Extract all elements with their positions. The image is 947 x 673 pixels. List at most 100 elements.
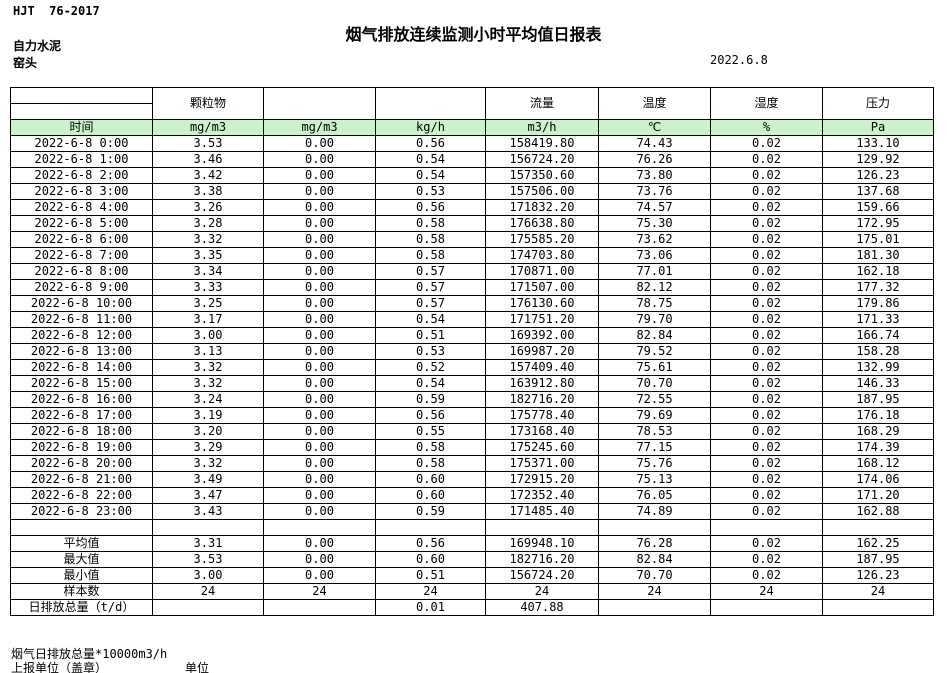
- table-row: 2022-6-8 19:00 3.29 0.00 0.58 175245.60 77.15…: [10, 439, 934, 456]
- summary-row: 平均值 3.31 0.00 0.56 169948.10 76.28 0.02 162.25: [10, 535, 934, 552]
- value-cell: 3.00: [152, 327, 264, 344]
- value-cell: 0.53: [375, 343, 486, 360]
- value-cell: 126.23: [822, 567, 934, 584]
- value-cell: 0.60: [375, 487, 486, 504]
- value-cell: 0.00: [263, 263, 376, 280]
- value-cell: 0.00: [263, 407, 376, 424]
- value-cell: 0.00: [263, 327, 376, 344]
- table-row: 2022-6-8 15:00 3.32 0.00 0.54 163912.80 70.70…: [10, 375, 934, 392]
- value-cell: 0.56: [375, 535, 486, 552]
- value-cell: 158.28: [822, 343, 934, 360]
- report-date: 2022.6.8: [710, 53, 768, 67]
- value-cell: 74.57: [598, 199, 711, 216]
- value-cell: 0.02: [710, 183, 823, 200]
- value-cell: 79.69: [598, 407, 711, 424]
- value-cell: 175585.20: [485, 231, 599, 248]
- value-cell: 0.60: [375, 471, 486, 488]
- value-cell: 0.02: [710, 247, 823, 264]
- value-cell: 0.57: [375, 295, 486, 312]
- value-cell: 0.02: [710, 487, 823, 504]
- value-cell: 24: [710, 583, 823, 600]
- value-cell: 70.70: [598, 375, 711, 392]
- table-row: 2022-6-8 1:00 3.46 0.00 0.54 156724.20 76.26 0…: [10, 151, 934, 168]
- value-cell: 0.54: [375, 151, 486, 168]
- value-cell: 3.31: [152, 535, 264, 552]
- value-cell: 3.47: [152, 487, 264, 504]
- value-cell: 0.00: [263, 295, 376, 312]
- summary-row: 样本数 24 24 24 24 24 24 24: [10, 583, 934, 600]
- table-row: 2022-6-8 22:00 3.47 0.00 0.60 172352.40 76.05…: [10, 487, 934, 504]
- value-cell: [375, 519, 486, 536]
- value-cell: 24: [263, 583, 376, 600]
- value-cell: 175.01: [822, 231, 934, 248]
- value-cell: 176638.80: [485, 215, 599, 232]
- value-cell: 0.00: [263, 247, 376, 264]
- value-cell: 171832.20: [485, 199, 599, 216]
- value-cell: 24: [598, 583, 711, 600]
- value-cell: 76.28: [598, 535, 711, 552]
- table-row: 2022-6-8 21:00 3.49 0.00 0.60 172915.20 75.13…: [10, 471, 934, 488]
- value-cell: [263, 599, 376, 616]
- value-cell: 0.00: [263, 231, 376, 248]
- value-cell: 3.24: [152, 391, 264, 408]
- time-cell: 2022-6-8 1:00: [10, 151, 153, 168]
- value-cell: 175778.40: [485, 407, 599, 424]
- value-cell: 158419.80: [485, 135, 599, 152]
- value-cell: 187.95: [822, 551, 934, 568]
- value-cell: 79.70: [598, 311, 711, 328]
- time-cell: 2022-6-8 8:00: [10, 263, 153, 280]
- value-cell: 0.00: [263, 343, 376, 360]
- value-cell: [152, 519, 264, 536]
- value-cell: 3.46: [152, 151, 264, 168]
- value-cell: 171.33: [822, 311, 934, 328]
- value-cell: 172915.20: [485, 471, 599, 488]
- value-cell: 171.20: [822, 487, 934, 504]
- value-cell: 75.30: [598, 215, 711, 232]
- value-cell: 75.13: [598, 471, 711, 488]
- table-row: 2022-6-8 6:00 3.32 0.00 0.58 175585.20 73.62 0…: [10, 231, 934, 248]
- value-cell: 0.02: [710, 503, 823, 520]
- value-cell: 79.52: [598, 343, 711, 360]
- summary-label-cell: 日排放总量（t/d）: [10, 599, 153, 616]
- value-cell: 0.02: [710, 279, 823, 296]
- value-cell: 0.54: [375, 375, 486, 392]
- value-cell: 156724.20: [485, 151, 599, 168]
- standard-number: HJT 76-2017: [13, 4, 100, 18]
- time-cell: 2022-6-8 17:00: [10, 407, 153, 424]
- value-cell: 133.10: [822, 135, 934, 152]
- value-cell: 3.28: [152, 215, 264, 232]
- time-cell: 2022-6-8 14:00: [10, 359, 153, 376]
- value-cell: 0.57: [375, 263, 486, 280]
- header-blank-bottom: [10, 103, 153, 120]
- time-cell: 2022-6-8 2:00: [10, 167, 153, 184]
- value-cell: 0.55: [375, 423, 486, 440]
- value-cell: 0.54: [375, 311, 486, 328]
- time-cell: 2022-6-8 15:00: [10, 375, 153, 392]
- value-cell: 182716.20: [485, 391, 599, 408]
- value-cell: [822, 599, 934, 616]
- value-cell: 163912.80: [485, 375, 599, 392]
- summary-label-cell: 平均值: [10, 535, 153, 552]
- value-cell: 0.00: [263, 375, 376, 392]
- value-cell: 0.02: [710, 359, 823, 376]
- value-cell: 0.57: [375, 279, 486, 296]
- value-cell: 132.99: [822, 359, 934, 376]
- value-cell: 0.58: [375, 439, 486, 456]
- value-cell: 72.55: [598, 391, 711, 408]
- value-cell: 168.12: [822, 455, 934, 472]
- value-cell: 0.00: [263, 135, 376, 152]
- value-cell: 179.86: [822, 295, 934, 312]
- table-row: 2022-6-8 12:00 3.00 0.00 0.51 169392.00 82.84…: [10, 327, 934, 344]
- value-cell: 0.59: [375, 503, 486, 520]
- value-cell: 137.68: [822, 183, 934, 200]
- time-cell: 2022-6-8 13:00: [10, 343, 153, 360]
- value-cell: 0.56: [375, 407, 486, 424]
- value-cell: 24: [485, 583, 599, 600]
- value-cell: 3.32: [152, 231, 264, 248]
- value-cell: 0.00: [263, 359, 376, 376]
- summary-label-cell: 最小值: [10, 567, 153, 584]
- value-cell: 24: [822, 583, 934, 600]
- table-row: 2022-6-8 23:00 3.43 0.00 0.59 171485.40 74.89…: [10, 503, 934, 520]
- time-cell: 2022-6-8 0:00: [10, 135, 153, 152]
